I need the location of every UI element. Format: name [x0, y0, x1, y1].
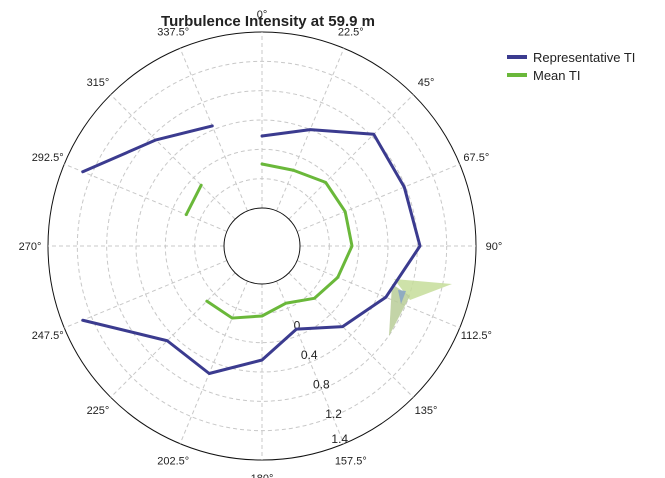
grid-spoke	[276, 280, 345, 444]
radial-tick-label: 0.8	[313, 378, 330, 392]
inner-circle	[223, 207, 301, 285]
angle-label: 225°	[87, 405, 110, 417]
angle-label: 0°	[257, 9, 268, 21]
angle-label: 247.5°	[32, 330, 64, 342]
angle-label: 292.5°	[32, 152, 64, 164]
marker-wedge-blue	[398, 290, 406, 304]
grid-spoke	[179, 48, 248, 212]
angle-label: 157.5°	[335, 455, 367, 467]
angle-label: 202.5°	[157, 455, 189, 467]
representative-ti-line	[81, 124, 214, 174]
representative-ti-line	[81, 128, 422, 375]
radial-tick-label: 0.4	[301, 348, 318, 362]
legend-item-representative: Representative TI	[507, 50, 635, 65]
angle-label: 67.5°	[463, 152, 489, 164]
angle-label: 315°	[87, 77, 110, 89]
grid-spoke	[288, 94, 414, 220]
grid-spoke	[296, 163, 460, 232]
grid-spoke	[64, 163, 228, 232]
direction-marker	[389, 279, 452, 336]
legend-label-representative: Representative TI	[533, 50, 635, 65]
grid-spoke	[296, 260, 460, 329]
grid-spoke	[179, 280, 248, 444]
mean-ti-line	[184, 183, 203, 217]
angle-label: 45°	[418, 77, 435, 89]
grid-spoke	[110, 272, 236, 398]
marker-wedge-mid	[389, 284, 410, 336]
grid-spoke	[288, 272, 414, 398]
polar-grid	[47, 31, 477, 461]
angle-label: 180°	[251, 473, 274, 478]
series-lines	[81, 124, 422, 375]
radial-tick-label: 0	[294, 318, 301, 332]
radial-tick-label: 1.4	[331, 432, 348, 446]
legend-item-mean: Mean TI	[507, 68, 580, 83]
angle-label: 90°	[486, 241, 503, 253]
angle-label: 337.5°	[157, 27, 189, 39]
mean-ti-line	[205, 162, 354, 320]
angle-label: 22.5°	[338, 27, 364, 39]
grid-ring	[76, 60, 448, 432]
angle-label: 112.5°	[461, 330, 492, 342]
angle-labels: 0° 22.5° 45° 67.5° 90° 112.5° 135° 157.5° 180° 20…	[19, 9, 503, 478]
marker-wedge-light	[394, 279, 452, 300]
grid-spoke	[110, 94, 236, 220]
radial-tick-label: 1.2	[325, 407, 342, 421]
angle-label: 270°	[19, 241, 42, 253]
legend: Representative TI Mean TI	[507, 50, 635, 83]
grid-ring	[106, 90, 418, 402]
chart-title: Turbulence Intensity at 59.9 m	[161, 13, 375, 30]
legend-label-mean: Mean TI	[533, 68, 580, 83]
angle-label: 135°	[415, 405, 438, 417]
grid-spoke	[64, 260, 228, 329]
radial-axis-labels: 0 0.4 0.8 1.2 1.4	[294, 318, 349, 445]
